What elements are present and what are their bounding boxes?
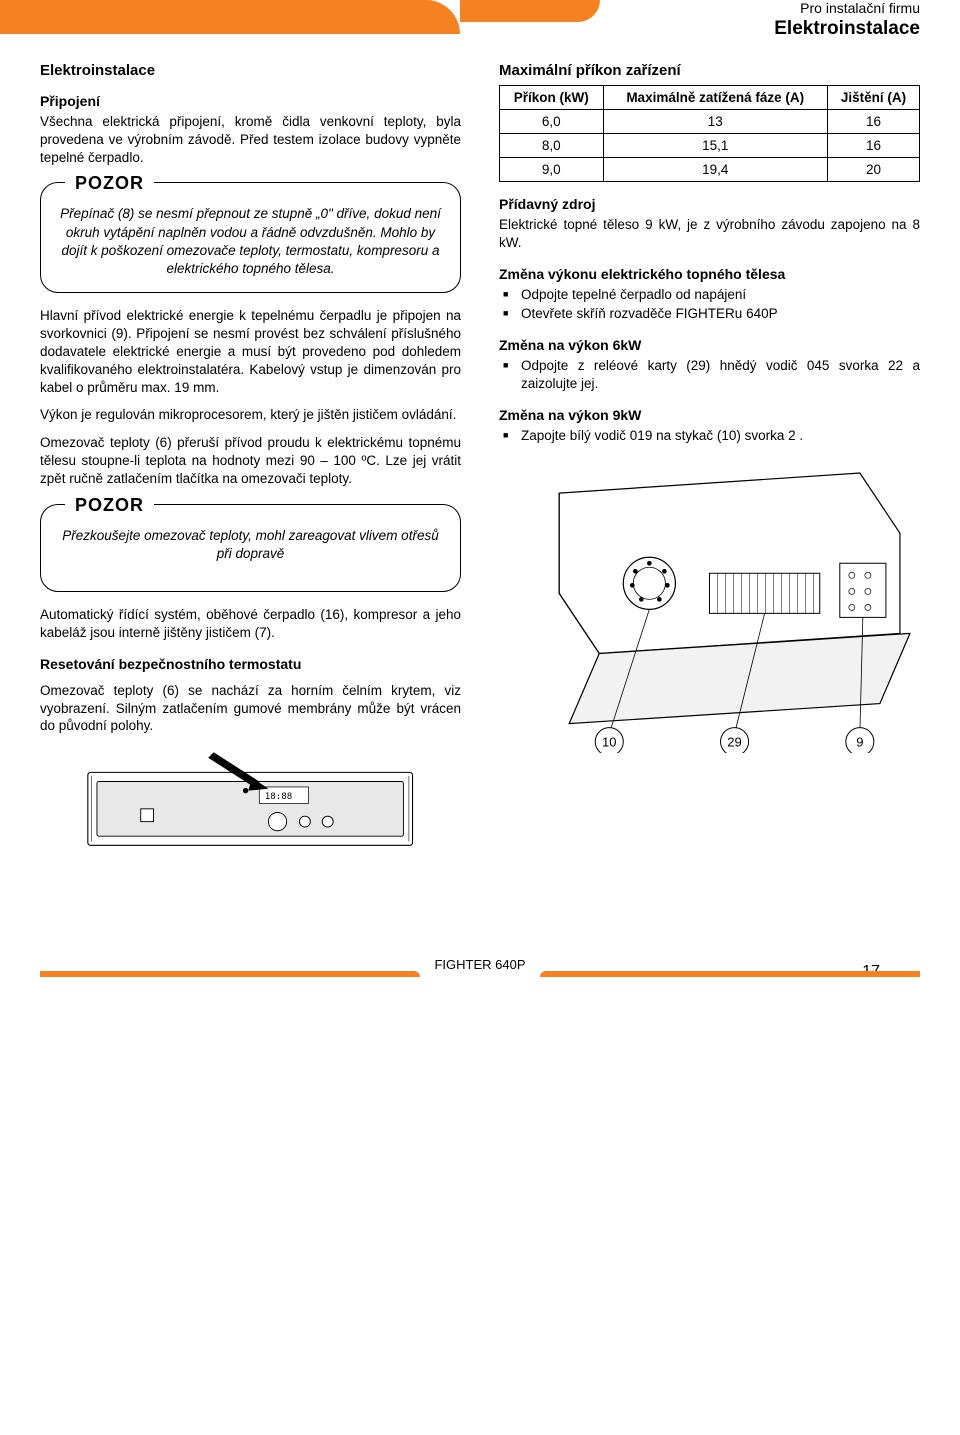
left-heading-pripojeni: Připojení — [40, 93, 461, 109]
thermostat-panel-drawing: 18:88 — [86, 745, 414, 854]
left-para-3: Výkon je regulován mikroprocesorem, kter… — [40, 406, 461, 424]
two-column-layout: Elektroinstalace Připojení Všechna elekt… — [40, 52, 920, 855]
power-table: Příkon (kW) Maximálně zatížená fáze (A) … — [499, 85, 920, 182]
section-category: Pro instalační firmu — [774, 0, 920, 16]
table-header-faze: Maximálně zatížená fáze (A) — [603, 86, 827, 110]
right-para-1: Elektrické topné těleso 9 kW, je z výrob… — [499, 216, 920, 252]
panel-svg: 18:88 — [86, 745, 414, 854]
right-heading-pridavny: Přídavný zdroj — [499, 196, 920, 212]
list-item: Odpojte z reléové karty (29) hnědý vodič… — [521, 357, 920, 393]
table-row: 8,0 15,1 16 — [500, 134, 920, 158]
callout-10-text: 10 — [602, 734, 616, 749]
left-para-2: Hlavní přívod elektrické energie k tepel… — [40, 307, 461, 396]
list-item: Zapojte bílý vodič 019 na stykač (10) sv… — [521, 427, 920, 445]
right-heading-max-prikon: Maximální příkon zařízení — [499, 62, 920, 79]
right-heading-zmena-vykonu: Změna výkonu elektrického topného tělesa — [499, 266, 920, 282]
list-item: Otevřete skříň rozvaděče FIGHTERu 640P — [521, 305, 920, 323]
right-column: Maximální příkon zařízení Příkon (kW) Ma… — [499, 52, 920, 855]
svg-text:18:88: 18:88 — [265, 792, 292, 802]
orange-curve-decor — [0, 0, 460, 34]
table-header-prikon: Příkon (kW) — [500, 86, 604, 110]
callout-29-text: 29 — [727, 734, 741, 749]
left-para-1: Všechna elektrická připojení, kromě čidl… — [40, 113, 461, 166]
caution-text-2: Přezkoušejte omezovač teploty, mohl zare… — [62, 528, 438, 561]
bullet-list-2: Odpojte z reléové karty (29) hnědý vodič… — [499, 357, 920, 393]
table-header-jisteni: Jištění (A) — [827, 86, 919, 110]
left-column: Elektroinstalace Připojení Všechna elekt… — [40, 52, 461, 855]
callout-9-text: 9 — [856, 734, 863, 749]
bullet-list-3: Zapojte bílý vodič 019 na stykač (10) sv… — [499, 427, 920, 445]
power-table-body: 6,0 13 16 8,0 15,1 16 9,0 19,4 20 — [500, 110, 920, 182]
footer-orange-decor — [40, 971, 920, 977]
caution-label-1: POZOR — [65, 171, 154, 195]
right-heading-6kw: Změna na výkon 6kW — [499, 337, 920, 353]
page-footer: FIGHTER 640P 17 — [40, 945, 920, 977]
caution-box-2: POZOR Přezkoušejte omezovač teploty, moh… — [40, 504, 461, 592]
right-heading-9kw: Změna na výkon 9kW — [499, 407, 920, 423]
left-para-6: Omezovač teploty (6) se nachází za horní… — [40, 682, 461, 735]
list-item: Odpojte tepelné čerpadlo od napájení — [521, 286, 920, 304]
caution-label-2: POZOR — [65, 493, 154, 517]
left-para-4: Omezovač teploty (6) přeruší přívod prou… — [40, 434, 461, 487]
electrical-box-diagram: 10 29 9 — [499, 453, 920, 754]
left-heading-reset: Resetování bezpečnostního termostatu — [40, 656, 461, 672]
header-band: Pro instalační firmu Elektroinstalace — [0, 0, 960, 42]
left-heading-elektro: Elektroinstalace — [40, 62, 461, 79]
caution-box-1: POZOR Přepínač (8) se nesmí přepnout ze … — [40, 182, 461, 293]
section-title: Elektroinstalace — [774, 18, 920, 40]
caution-text-1: Přepínač (8) se nesmí přepnout ze stupně… — [60, 206, 441, 276]
page-body: Elektroinstalace Připojení Všechna elekt… — [0, 42, 960, 1007]
table-row: 9,0 19,4 20 — [500, 158, 920, 182]
elec-box-svg: 10 29 9 — [499, 453, 920, 754]
table-row: 6,0 13 16 — [500, 110, 920, 134]
bullet-list-1: Odpojte tepelné čerpadlo od napájení Ote… — [499, 286, 920, 324]
header-right: Pro instalační firmu Elektroinstalace — [774, 0, 920, 40]
left-para-5: Automatický řídící systém, oběhové čerpa… — [40, 606, 461, 642]
